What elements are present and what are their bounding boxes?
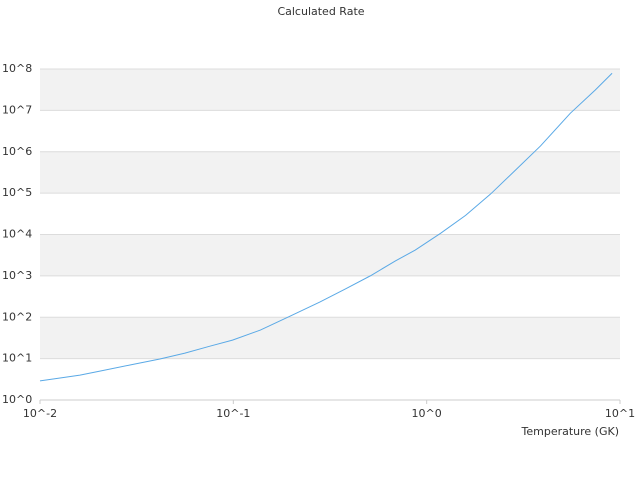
y-tick-label: 10^3 bbox=[2, 269, 32, 282]
data-line bbox=[39, 72, 613, 382]
y-tick-label: 10^6 bbox=[2, 145, 32, 158]
y-tick-label: 10^0 bbox=[2, 393, 32, 406]
grid-band bbox=[40, 317, 620, 359]
y-tick-label: 10^4 bbox=[2, 228, 32, 241]
y-tick-label: 10^1 bbox=[2, 352, 32, 365]
y-tick-label: 10^5 bbox=[2, 186, 32, 199]
x-tick-label: 10^1 bbox=[605, 407, 635, 420]
chart-title: Calculated Rate bbox=[277, 5, 364, 18]
x-tick-label: 10^-1 bbox=[216, 407, 250, 420]
x-axis-label: Temperature (GK) bbox=[521, 425, 620, 438]
grid-band bbox=[40, 234, 620, 276]
y-tick-label: 10^2 bbox=[2, 310, 32, 323]
y-tick-label: 10^7 bbox=[2, 103, 32, 116]
grid-band bbox=[40, 151, 620, 194]
grid-band bbox=[40, 69, 620, 111]
x-tick-label: 10^-2 bbox=[23, 407, 57, 420]
y-tick-label: 10^8 bbox=[2, 62, 32, 75]
x-tick-label: 10^0 bbox=[412, 407, 442, 420]
